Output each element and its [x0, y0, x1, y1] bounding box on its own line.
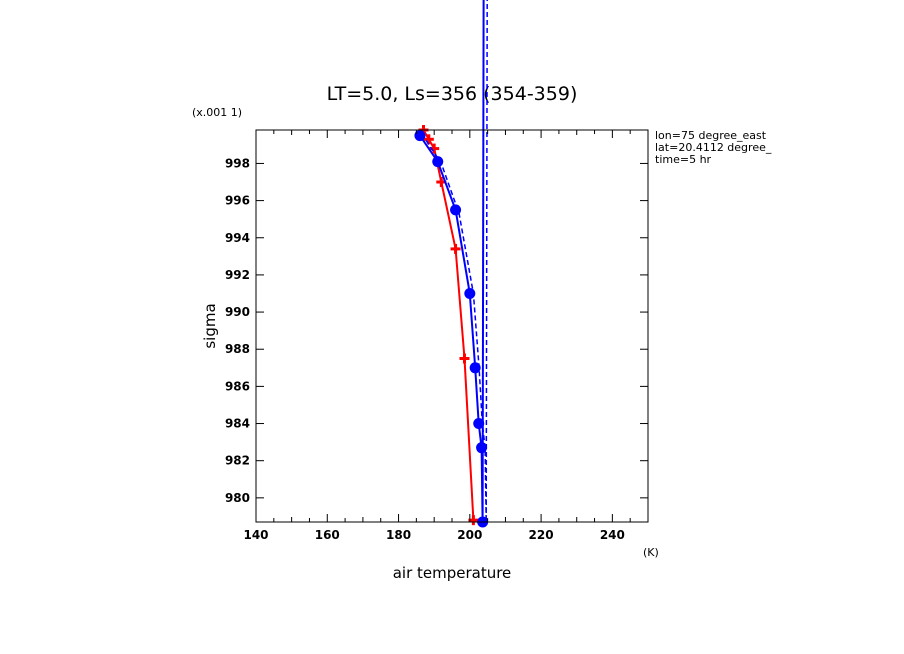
series-line-blue — [419, 0, 485, 523]
x-tick-label: 220 — [529, 528, 554, 542]
x-tick-label: 240 — [600, 528, 625, 542]
y-tick-label: 982 — [225, 454, 250, 468]
x-tick-label: 200 — [457, 528, 482, 542]
y-tick-label: 994 — [225, 231, 250, 245]
data-point-blue — [469, 362, 481, 374]
chart-title: LT=5.0, Ls=356 (354-359) — [327, 83, 578, 105]
y-scale-label: (x.001 1) — [192, 106, 242, 119]
y-tick-label: 998 — [225, 156, 250, 170]
y-tick-label: 996 — [225, 194, 250, 208]
y-tick-label: 984 — [225, 417, 250, 431]
x-tick-label: 180 — [386, 528, 411, 542]
y-tick-label: 980 — [225, 491, 250, 505]
data-point-red — [459, 353, 470, 364]
series-line-blue-dashed — [421, 0, 488, 523]
annotation-line: lat=20.4112 degree_ — [655, 141, 772, 154]
data-point-blue — [414, 130, 426, 142]
annotation-line: time=5 hr — [655, 153, 712, 166]
y-tick-label: 992 — [225, 268, 250, 282]
annotation-line: lon=75 degree_east — [655, 129, 767, 142]
x-tick-label: 140 — [243, 528, 268, 542]
data-point-blue — [450, 204, 462, 216]
y-tick-label: 986 — [225, 379, 250, 393]
plot-frame — [255, 129, 649, 523]
y-axis-title: sigma — [201, 303, 219, 348]
data-point-red — [423, 134, 434, 145]
data-point-blue — [464, 287, 476, 299]
x-tick-label: 160 — [315, 528, 340, 542]
data-point-blue — [432, 156, 444, 168]
x-unit-label: (K) — [643, 546, 659, 559]
data-point-red — [450, 243, 461, 254]
x-axis-title: air temperature — [393, 564, 512, 582]
y-tick-label: 990 — [225, 305, 250, 319]
y-tick-label: 988 — [225, 342, 250, 356]
